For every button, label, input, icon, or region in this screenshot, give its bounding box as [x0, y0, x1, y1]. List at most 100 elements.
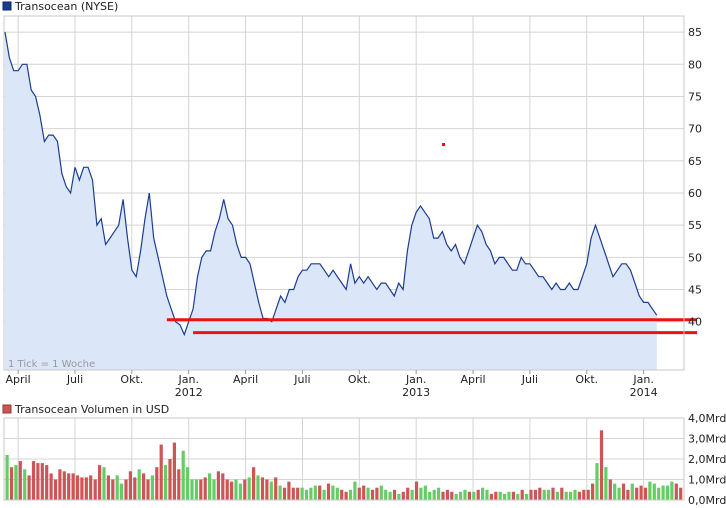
volume-y-tick-label: 4,0Mrd [688, 412, 726, 425]
volume-bar [573, 489, 577, 501]
volume-bar [322, 489, 326, 501]
volume-bar [591, 483, 595, 500]
price-y-tick-label: 65 [688, 155, 702, 168]
volume-bar [238, 483, 242, 500]
volume-bar [428, 491, 432, 500]
volume-bar [212, 479, 216, 500]
volume-bar [230, 481, 234, 500]
volume-bar [146, 479, 150, 500]
volume-bar [476, 489, 480, 501]
volume-bar [98, 465, 102, 500]
volume-bar [331, 485, 335, 500]
price-y-tick-label: 75 [688, 90, 702, 103]
volume-bar [27, 475, 31, 500]
volume-bar [635, 487, 639, 500]
volume-bar [45, 465, 49, 500]
volume-bar [348, 489, 353, 501]
volume-bar [155, 467, 159, 500]
volume-bar [569, 491, 573, 500]
volume-bar [309, 487, 313, 500]
volume-bar [516, 493, 520, 500]
volume-bar [445, 489, 449, 501]
volume-bar [111, 479, 115, 500]
volume-bar [533, 489, 537, 501]
volume-bar [599, 430, 604, 500]
volume-bar [485, 489, 489, 501]
volume-bar [278, 485, 282, 500]
volume-bar [608, 479, 612, 500]
volume-bar [142, 473, 146, 500]
volume-bar [181, 450, 185, 500]
volume-bar [128, 471, 132, 500]
volume-bar [9, 467, 14, 500]
volume-bar [208, 473, 212, 500]
x-tick-label: Juli [66, 373, 83, 386]
volume-bar [489, 493, 493, 500]
x-tick-label: Juli [293, 373, 310, 386]
volume-bar [23, 469, 27, 501]
volume-bar [648, 481, 652, 500]
volume-bar [397, 493, 401, 500]
volume-bar [467, 491, 471, 500]
volume-y-axis: 4,0Mrd 3,0Mrd 2,0Mrd 1,0Mrd 0,0Mrd [688, 412, 726, 507]
volume-bar [459, 491, 463, 500]
price-area [5, 32, 657, 370]
volume-bar [172, 442, 176, 500]
x-tick-label: Okt. [120, 373, 143, 386]
volume-bar [287, 481, 291, 500]
volume-bar [657, 487, 661, 500]
volume-bar [617, 487, 621, 500]
x-tick-label: April [6, 373, 31, 386]
volume-bar [203, 477, 207, 500]
volume-bar [18, 461, 22, 500]
volume-bar [494, 491, 498, 500]
volume-bar [93, 479, 97, 500]
volume-bar [216, 471, 220, 500]
price-y-tick-label: 60 [688, 187, 702, 200]
volume-bar [225, 479, 229, 500]
volume-bar [137, 469, 141, 501]
volume-bar [538, 487, 542, 500]
volume-bar [463, 489, 467, 501]
volume-bar [344, 491, 348, 500]
volume-bar [384, 489, 388, 501]
x-tick-year: 2012 [175, 386, 203, 399]
volume-y-tick-label: 0,0Mrd [688, 494, 726, 507]
volume-bar [120, 483, 124, 500]
volume-bar [194, 479, 198, 500]
volume-bar [164, 465, 168, 500]
volume-bar [525, 493, 529, 500]
volume-bar [67, 473, 71, 500]
volume-bar [199, 479, 203, 500]
volume-bar [221, 473, 225, 500]
x-tick-label: Juli [521, 373, 538, 386]
price-y-axis: 85 80 75 70 65 60 55 50 45 40 [688, 26, 702, 329]
volume-bar [58, 469, 62, 501]
volume-bar [406, 487, 410, 500]
volume-bar [168, 459, 172, 500]
volume-frame [3, 417, 685, 501]
volume-bar [366, 487, 370, 500]
volume-bar [432, 489, 436, 501]
volume-y-tick-label: 2,0Mrd [688, 453, 726, 466]
volume-bar [14, 465, 18, 500]
volume-bar [186, 467, 190, 500]
volume-bar [595, 463, 599, 500]
volume-bar [49, 473, 53, 500]
volume-bar [507, 491, 511, 500]
volume-bar [423, 485, 427, 500]
volume-bar [53, 479, 58, 500]
volume-bar [353, 481, 357, 500]
volume-bar [437, 487, 441, 500]
volume-bar [291, 487, 295, 500]
price-y-tick-label: 80 [688, 58, 702, 71]
volume-bar [529, 489, 533, 501]
volume-bar [613, 483, 617, 500]
volume-bar [71, 473, 75, 500]
volume-bar [679, 487, 683, 500]
volume-bar [304, 489, 309, 501]
volume-grid [4, 417, 684, 501]
legend-price: Transocean (NYSE) [14, 0, 118, 13]
volume-bar [503, 493, 507, 500]
price-y-tick-label: 50 [688, 251, 702, 264]
